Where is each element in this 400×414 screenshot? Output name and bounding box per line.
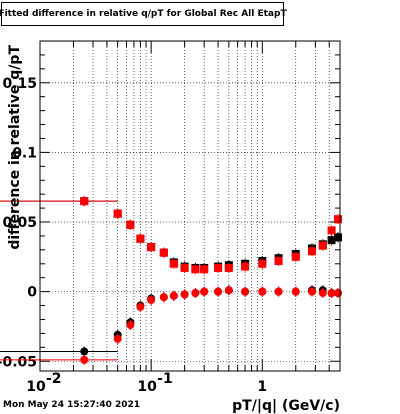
chart-title: Fitted difference in relative q/pT for G… xyxy=(0,2,287,26)
x-tick-label: 1 xyxy=(257,379,267,395)
y-tick-label: 0.1 xyxy=(12,145,37,161)
data-point xyxy=(334,233,343,242)
data-point xyxy=(258,287,267,296)
data-point xyxy=(318,289,327,298)
series-2 xyxy=(0,196,343,275)
data-point xyxy=(274,287,283,296)
y-tick-label: 0 xyxy=(27,285,37,301)
data-point xyxy=(291,252,300,261)
timestamp: Mon May 24 15:27:40 2021 xyxy=(3,400,141,410)
x-tick-exponent: -2 xyxy=(46,371,62,387)
series-3 xyxy=(0,285,343,365)
x-tick-exponent: -1 xyxy=(157,371,173,387)
data-point xyxy=(258,259,267,268)
x-ticks: 10 -2 10 -1 1 xyxy=(26,41,341,395)
data-point xyxy=(224,263,233,272)
data-point xyxy=(80,197,89,206)
data-point xyxy=(191,265,200,274)
data-point xyxy=(80,355,89,364)
y-axis-title: difference in relative q/pT xyxy=(7,45,23,250)
data-point xyxy=(169,291,178,300)
data-point xyxy=(214,263,223,272)
y-tick-label: 0.15 xyxy=(2,76,37,92)
data-point xyxy=(318,241,327,250)
data-point xyxy=(308,287,317,296)
series-layer xyxy=(0,196,343,365)
data-point xyxy=(214,287,223,296)
data-point xyxy=(126,220,135,229)
data-point xyxy=(334,289,343,298)
data-point xyxy=(241,287,250,296)
data-point xyxy=(191,289,200,298)
data-point xyxy=(334,215,343,224)
grid xyxy=(39,41,341,371)
data-point xyxy=(113,209,122,218)
data-point xyxy=(200,265,209,274)
data-point xyxy=(180,263,189,272)
data-point xyxy=(308,247,317,256)
data-point xyxy=(224,286,233,295)
data-point xyxy=(327,289,336,298)
y-ticks: -0.05 0 0.05 0.1 0.15 xyxy=(0,40,340,370)
data-point xyxy=(274,257,283,265)
data-point xyxy=(113,334,122,343)
x-tick-label: 10 xyxy=(137,379,157,395)
data-point xyxy=(126,321,135,330)
plot-frame xyxy=(39,40,341,372)
data-point xyxy=(241,262,250,271)
x-axis-title: pT/|q| (GeV/c) xyxy=(232,398,340,414)
data-point xyxy=(80,347,89,356)
data-point xyxy=(136,302,145,311)
data-point xyxy=(159,293,168,302)
x-tick-label: 10 xyxy=(26,379,46,395)
y-tick-label: -0.05 xyxy=(0,354,37,370)
data-point xyxy=(169,259,178,268)
y-tick-label: 0.05 xyxy=(2,215,37,231)
data-point xyxy=(180,290,189,299)
data-point xyxy=(327,236,336,245)
data-point xyxy=(147,243,156,252)
data-point xyxy=(327,226,336,235)
data-point xyxy=(200,287,209,296)
data-point xyxy=(147,295,156,304)
data-point xyxy=(291,287,300,296)
data-point xyxy=(136,234,145,243)
data-point xyxy=(159,248,168,257)
